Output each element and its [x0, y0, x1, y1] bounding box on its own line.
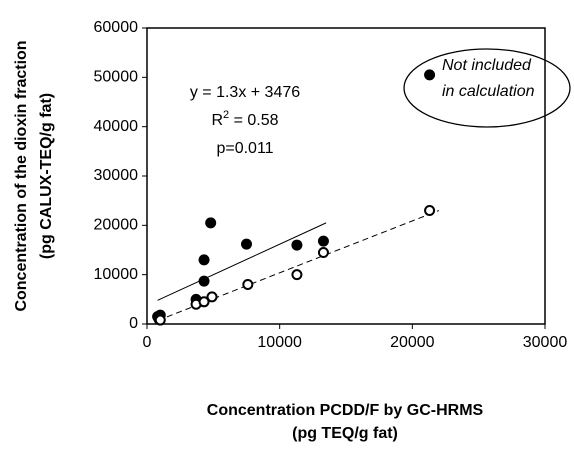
point [198, 296, 210, 308]
point [206, 291, 218, 303]
y-tick-label: 10000 [94, 266, 139, 283]
point [424, 69, 436, 81]
x-tick-label: 0 [143, 334, 152, 351]
point [242, 279, 254, 291]
x-axis-title: Concentration PCDD/F by GC-HRMS [207, 402, 484, 419]
note-text: in calculation [442, 83, 535, 100]
point [205, 217, 217, 229]
note-text: Not included [442, 57, 532, 74]
y-tick-label: 50000 [94, 69, 139, 86]
note-ellipse [403, 48, 571, 128]
point [291, 239, 303, 251]
x-tick-label: 20000 [390, 334, 435, 351]
r-rest: = 0.58 [229, 112, 278, 129]
point [154, 314, 166, 326]
point [317, 235, 329, 247]
y-tick-label: 30000 [94, 167, 139, 184]
x-tick-label: 30000 [523, 334, 568, 351]
r-base: R [211, 112, 223, 129]
x-axis-title: (pg TEQ/g fat) [292, 425, 398, 442]
r-squared: R2 = 0.58 [211, 109, 278, 129]
point [198, 275, 210, 287]
point [424, 205, 436, 217]
trend-line [157, 222, 327, 301]
r-sup: 2 [223, 109, 229, 121]
y-tick-label: 0 [129, 315, 138, 332]
y-tick-label: 20000 [94, 217, 139, 234]
point [317, 246, 329, 258]
y-axis-title: (pg CALUX-TEQ/g fat) [38, 93, 55, 259]
y-tick-label: 40000 [94, 118, 139, 135]
point [241, 238, 252, 250]
y-tick-label: 60000 [94, 19, 139, 36]
equation: y = 1.3x + 3476 [190, 84, 300, 101]
point [291, 269, 303, 281]
x-tick-label: 10000 [257, 334, 302, 351]
p-value: p=0.011 [216, 140, 273, 157]
y-axis-title: Concentration of the dioxin fraction [13, 40, 30, 311]
point [198, 254, 210, 266]
